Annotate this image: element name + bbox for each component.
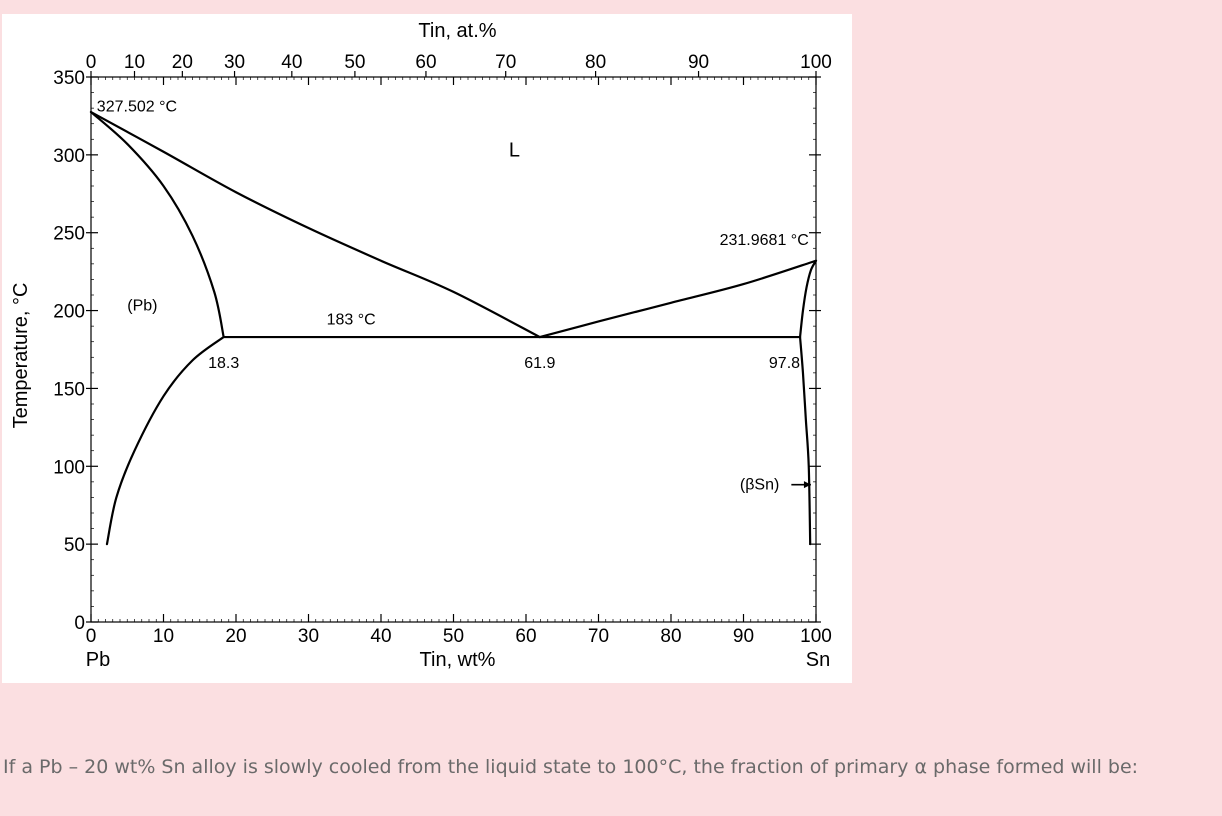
annotation-label: (βSn) <box>740 477 779 494</box>
liquidus-right <box>538 259 818 339</box>
question-text: If a Pb – 20 wt% Sn alloy is slowly cool… <box>3 756 1139 778</box>
x-tick-label: 60 <box>515 626 536 647</box>
phase-diagram-figure: 0 10 20 30 40 50 60 70 80 90 100 0 10 20 30 40 50 60 70 80 9… <box>2 14 852 683</box>
solvus-pb <box>105 335 225 546</box>
x2-tick-label: 90 <box>688 52 709 73</box>
pb-sn-phase-diagram: 0 10 20 30 40 50 60 70 80 90 100 0 10 20 30 40 50 60 70 80 9… <box>10 20 832 671</box>
y-tick-label: 50 <box>64 535 85 556</box>
annotation-label: L <box>509 139 520 161</box>
plot-frame <box>90 76 817 623</box>
x-tick-label: 50 <box>443 626 464 647</box>
annotation-label: (Pb) <box>127 298 157 315</box>
annotation-label: 183 °C <box>327 312 376 329</box>
y-tick-label: 250 <box>53 224 85 245</box>
solidus-sn <box>798 259 818 339</box>
x-tick-label: 30 <box>298 626 319 647</box>
x-tick-label: 80 <box>660 626 681 647</box>
y-axis-title: Temperature, °C <box>10 283 32 429</box>
x-tick-label: 100 <box>800 626 832 647</box>
y-tick-label: 0 <box>74 613 85 634</box>
y-tick-label: 300 <box>53 146 85 167</box>
x-tick-label: 0 <box>86 626 97 647</box>
x2-tick-label: 70 <box>495 52 516 73</box>
solidus-pb <box>89 110 225 339</box>
annotation-label: 327.502 °C <box>97 98 177 115</box>
x2-tick-label: 30 <box>224 52 245 73</box>
x-tick-label: 20 <box>225 626 246 647</box>
beta-sn-arrowhead <box>803 481 811 489</box>
annotation-label: 97.8 <box>769 355 800 372</box>
x-tick-label: 10 <box>153 626 174 647</box>
x2-tick-label: 0 <box>86 52 97 73</box>
x2-tick-label: 20 <box>172 52 193 73</box>
x-end-label-pb: Pb <box>86 649 110 671</box>
y-tick-label: 100 <box>53 457 85 478</box>
x-end-label-sn: Sn <box>806 649 830 671</box>
x2-tick-label: 40 <box>281 52 302 73</box>
x-tick-label: 90 <box>733 626 754 647</box>
x2-tick-label: 80 <box>585 52 606 73</box>
x2-tick-label: 50 <box>344 52 365 73</box>
annotation-label: 231.9681 °C <box>720 232 809 249</box>
x2-tick-label: 10 <box>124 52 145 73</box>
annotation-label: 61.9 <box>524 355 555 372</box>
y-tick-label: 150 <box>53 379 85 400</box>
x-tick-label: 70 <box>588 626 609 647</box>
x2-tick-label: 60 <box>415 52 436 73</box>
annotation-label: 18.3 <box>208 355 239 372</box>
solvus-sn <box>798 335 812 546</box>
x2-tick-label: 100 <box>800 52 832 73</box>
x-tick-label: 40 <box>370 626 391 647</box>
liquidus-left <box>89 110 541 339</box>
y-tick-label: 350 <box>53 68 85 89</box>
x-axis-title: Tin, wt% <box>420 649 496 671</box>
x2-axis-title: Tin, at.% <box>418 20 496 42</box>
y-tick-label: 200 <box>53 302 85 323</box>
